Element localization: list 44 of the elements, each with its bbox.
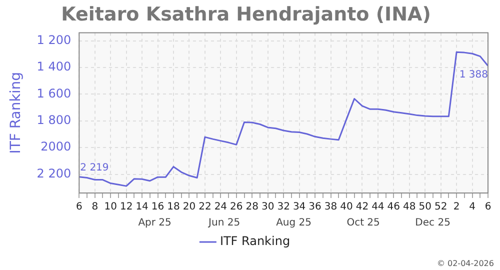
text: Apr 25 — [138, 218, 172, 229]
data-label: 1 388 — [459, 70, 488, 80]
y-tick-label: 2000 — [40, 140, 72, 154]
x-tick-label: 16 — [151, 202, 164, 213]
text: © 02-04-2026 — [436, 259, 494, 268]
text: Dec 25 — [415, 218, 450, 229]
x-tick-label: 42 — [356, 202, 369, 213]
y-tick-label: 1 400 — [36, 60, 72, 74]
x-tick-label: 20 — [182, 202, 196, 213]
x-tick-label: 26 — [230, 202, 243, 213]
y-tick-label: 1 200 — [36, 32, 72, 47]
x-tick-label: 6 — [76, 202, 82, 213]
x-tick-label: 46 — [387, 202, 400, 213]
x-tick-label: 48 — [403, 202, 416, 213]
text: Oct 25 — [346, 218, 380, 229]
y-axis-title: ITF Ranking — [8, 72, 24, 154]
x-tick-label: 22 — [198, 202, 212, 213]
y-tick-label: 1 800 — [36, 113, 72, 128]
x-tick-label: 2 — [453, 202, 460, 213]
x-tick-label: 14 — [136, 202, 148, 213]
x-tick-label: 4 — [469, 202, 476, 213]
x-tick-label: 52 — [434, 202, 448, 213]
x-tick-label: 28 — [246, 202, 258, 213]
x-tick-label: 6 — [484, 202, 492, 213]
data-label: 2 219 — [80, 162, 109, 174]
x-tick-label: 36 — [308, 202, 322, 213]
x-tick-label: 34 — [292, 202, 306, 213]
x-tick-label: 10 — [104, 202, 117, 213]
x-tick-label: 30 — [261, 202, 274, 213]
x-tick-label: 18 — [167, 202, 180, 213]
x-tick-label: 8 — [92, 202, 98, 213]
text: Aug 25 — [276, 218, 312, 229]
x-tick-label: 50 — [418, 202, 432, 213]
x-tick-label: 32 — [277, 202, 290, 213]
x-tick-label: 24 — [214, 202, 228, 213]
text: Jun 25 — [208, 218, 240, 229]
y-tick-label: 1 600 — [36, 86, 72, 100]
y-tick-label: 2 200 — [36, 166, 72, 180]
x-tick-label: 12 — [120, 202, 133, 213]
chart-title: Keitaro Ksathra Hendrajanto (INA) — [61, 3, 431, 26]
x-tick-label: 44 — [372, 202, 384, 213]
x-tick-label: 38 — [324, 202, 338, 213]
x-tick-label: 40 — [340, 202, 353, 213]
legend-label: ITF Ranking — [220, 234, 290, 248]
